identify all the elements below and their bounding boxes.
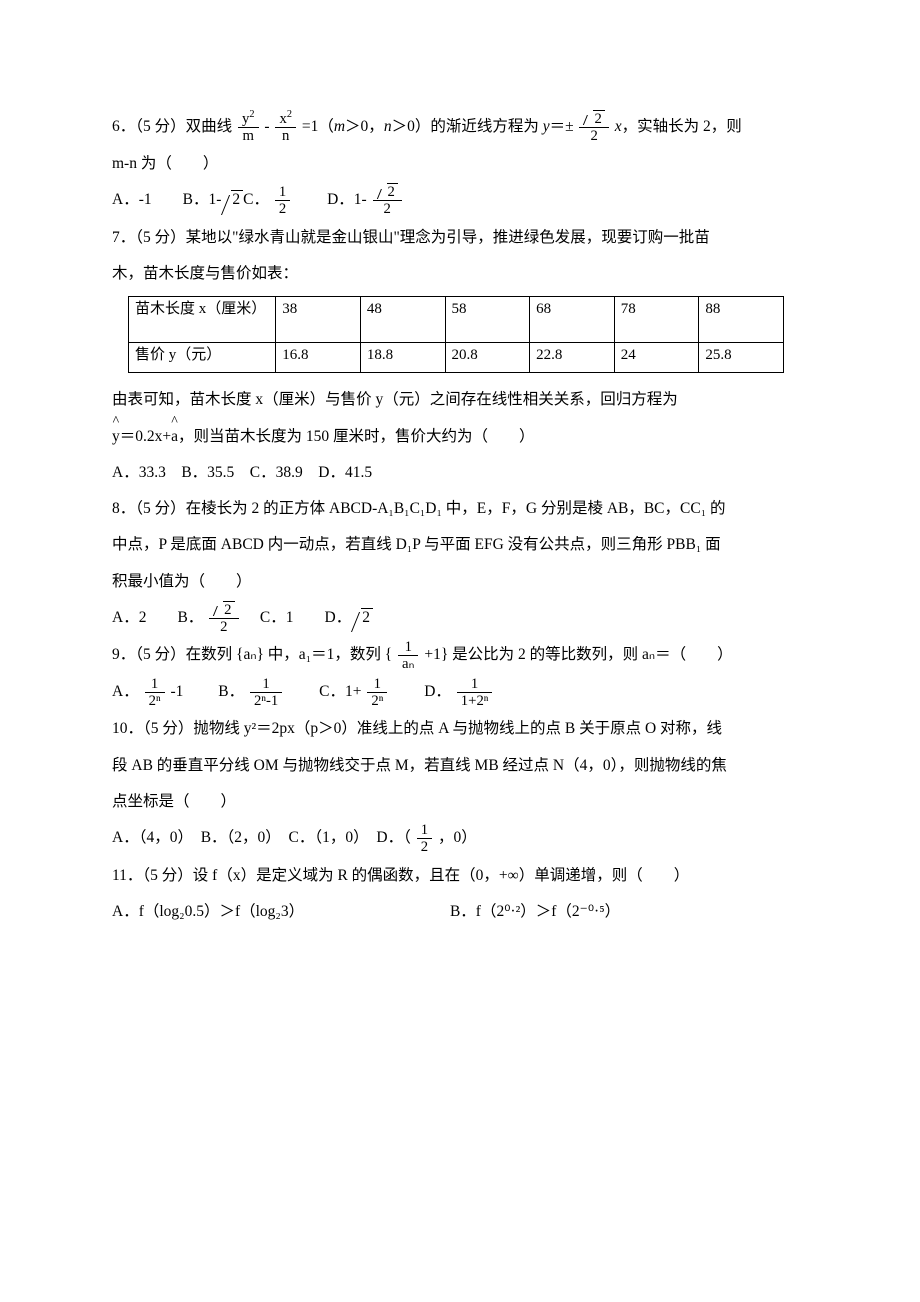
q9-frac: 1 aₙ xyxy=(398,639,418,672)
q11-l1: 11．（5 分）设 f（x）是定义域为 R 的偶函数，且在（0，+∞）单调递增，… xyxy=(112,859,808,892)
table-price-label: 售价 y（元） xyxy=(129,343,276,373)
q7-stem1: 7．（5 分）某地以"绿水青山就是金山银山"理念为引导，推进绿色发展，现要订购一… xyxy=(112,221,808,254)
q7-opts: A．33.3 B．35.5 C．38.9 D．41.5 xyxy=(112,456,808,489)
q10-l3: 点坐标是（ ） xyxy=(112,785,808,818)
q10-l2: 段 AB 的垂直平分线 OM 与抛物线交于点 M，若直线 MB 经过点 N（4，… xyxy=(112,749,808,782)
table-cell: 58 xyxy=(445,297,530,343)
q6-line1: 6．（5 分）双曲线 y2 m - x2 n =1（m＞0，n＞0）的渐近线方程… xyxy=(112,110,808,144)
table-cell: 16.8 xyxy=(276,343,361,373)
q11-A: A．f（log₂0.5）＞f（log₂3） xyxy=(112,895,446,928)
q8-optB: 2 2 xyxy=(209,602,238,635)
table-cell: 20.8 xyxy=(445,343,530,373)
table-cell: 24 xyxy=(614,343,699,373)
q9-l1: 9．（5 分）在数列 {aₙ} 中，a₁＝1，数列 { 1 aₙ +1} 是公比… xyxy=(112,638,808,672)
q6-frac2: x2 n xyxy=(275,111,296,144)
q6-options: A．-1 B．1-2C． 1 2 D．1- 2 2 xyxy=(112,183,808,217)
table-cell: 88 xyxy=(699,297,784,343)
q7-table: 苗木长度 x（厘米）384858687888 售价 y（元）16.818.820.… xyxy=(128,296,784,373)
q10-opts: A．（4，0） B．（2，0） C．（1，0） D．（ 12 ，0） xyxy=(112,821,808,855)
q6-frac1: y2 m xyxy=(238,111,259,144)
table-cell: 18.8 xyxy=(360,343,445,373)
yhat: y xyxy=(112,420,120,453)
table-head-label: 苗木长度 x（厘米） xyxy=(129,297,276,343)
table-cell: 48 xyxy=(360,297,445,343)
q6-stem-prefix: 6．（5 分）双曲线 xyxy=(112,118,232,135)
q10-D: 12 xyxy=(417,822,432,855)
q6-sqrt2over2: 2 2 xyxy=(579,111,608,144)
q9-opts: A． 12ⁿ -1 B． 12ⁿ-1 C．1+ 12ⁿ D． 11+2ⁿ xyxy=(112,675,808,709)
q6-optD: 2 2 xyxy=(373,184,402,217)
q6-optC: 1 2 xyxy=(275,184,290,217)
q6-minus: - xyxy=(264,118,269,135)
q9-A: 12ⁿ xyxy=(145,676,165,709)
q9-D: 11+2ⁿ xyxy=(457,676,493,709)
q8-l3: 积最小值为（ ） xyxy=(112,565,808,598)
q6-tail: ，实轴长为 2，则 xyxy=(622,118,742,135)
table-cell: 68 xyxy=(530,297,615,343)
q6-eq: =1（ xyxy=(302,118,334,135)
ahat: a xyxy=(171,420,178,453)
q7-line4: y＝0.2x+a，则当苗木长度为 150 厘米时，售价大约为（ ） xyxy=(112,420,808,453)
q6-line2: m-n 为（ ） xyxy=(112,147,808,180)
table-cell: 22.8 xyxy=(530,343,615,373)
q9-B: 12ⁿ-1 xyxy=(250,676,282,709)
table-cell: 78 xyxy=(614,297,699,343)
q11-B: B．f（2⁰·²）＞f（2⁻⁰·⁵） xyxy=(450,895,784,928)
q7-stem2: 木，苗木长度与售价如表： xyxy=(112,257,808,290)
q9-C: 12ⁿ xyxy=(367,676,387,709)
q8-opts: A．2 B． 2 2 C．1 D．2 xyxy=(112,601,808,635)
q7-line3: 由表可知，苗木长度 x（厘米）与售价 y（元）之间存在线性相关关系，回归方程为 xyxy=(112,383,808,416)
q11-opts: A．f（log₂0.5）＞f（log₂3） B．f（2⁰·²）＞f（2⁻⁰·⁵） xyxy=(112,895,808,928)
table-cell: 25.8 xyxy=(699,343,784,373)
q10-l1: 10．（5 分）抛物线 y²＝2px（p＞0）准线上的点 A 与抛物线上的点 B… xyxy=(112,712,808,745)
q8-l2: 中点，P 是底面 ABCD 内一动点，若直线 D₁P 与平面 EFG 没有公共点… xyxy=(112,528,808,561)
table-cell: 38 xyxy=(276,297,361,343)
q8-l1: 8．（5 分）在棱长为 2 的正方体 ABCD-A₁B₁C₁D₁ 中，E，F，G… xyxy=(112,492,808,525)
